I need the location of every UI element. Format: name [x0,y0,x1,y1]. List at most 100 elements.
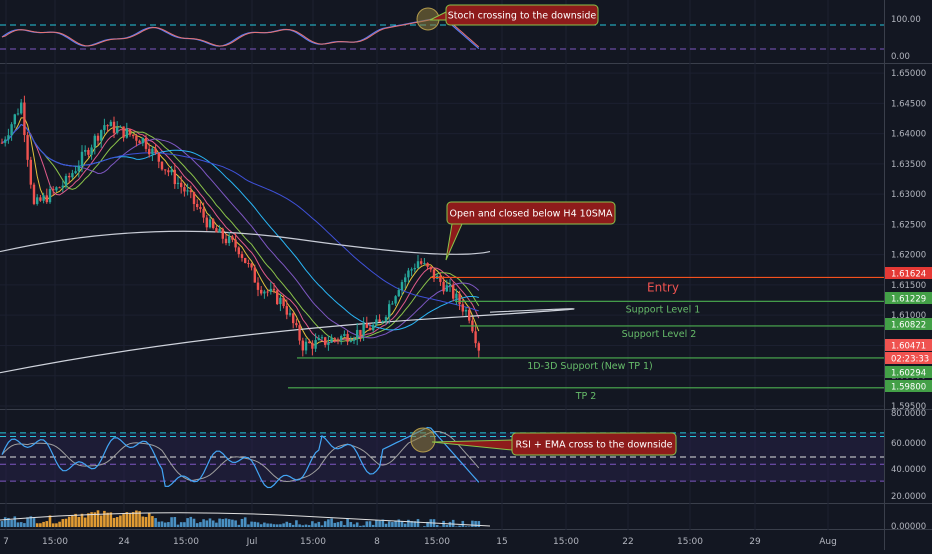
volume-bar [375,520,378,527]
candle-body [446,285,448,291]
volume-bar [17,522,20,527]
candle-body [404,277,406,282]
price-tick-label: 1.64000 [891,130,926,140]
candle-body [369,328,371,330]
level-label-3: 1D-3D Support (New TP 1) [527,361,653,372]
volume-bar [324,521,327,527]
candle-body [244,258,246,263]
candle-body [215,228,217,232]
volume-bar [369,521,372,527]
volume-bar [314,523,317,527]
candle-body [52,189,54,190]
candle-body [196,204,198,207]
level-label-4: TP 2 [575,391,597,402]
candle-body [286,306,288,315]
volume-bar [218,519,221,527]
candle-body [103,125,105,130]
candle-body [212,219,214,228]
candle-body [295,323,297,325]
candle-body [302,341,304,351]
stoch-tick-label: 100.00 [891,15,921,25]
candle-body [254,267,256,282]
candle-body [167,170,169,172]
volume-bar [199,522,202,527]
time-tick-label: 29 [749,537,761,547]
time-tick-label: 15:00 [424,537,450,547]
volume-bar [228,519,231,527]
candle-body [193,192,195,204]
volume-bar [449,522,452,527]
candle-body [17,113,19,114]
candle-body [356,330,358,339]
volume-bar [318,522,321,527]
volume-bar [174,517,177,527]
time-tick-label: 15:00 [42,537,68,547]
volume-bar [116,517,119,527]
volume-bar [113,518,116,527]
volume-bar [58,522,61,527]
candle-body [385,317,387,321]
candle-body [170,170,172,172]
candle-body [164,169,166,170]
volume-bar [270,524,273,527]
volume-bar [206,520,209,527]
candle-body [113,122,115,133]
candle-body [183,187,185,191]
volume-bar [308,525,311,527]
volume-bar [452,520,455,527]
time-tick-label: 24 [118,537,130,547]
time-tick-label: 15:00 [553,537,579,547]
candle-body [206,218,208,228]
price-tick-label: 1.64500 [891,99,926,109]
volume-bar [298,524,301,527]
candle-body [398,290,400,296]
candle-body [231,236,233,239]
candle-body [7,135,9,139]
candle-body [468,310,470,321]
candle-body [90,147,92,154]
candle-body [423,263,425,264]
volume-bar [372,525,375,527]
price-badge-label: 1.61624 [891,270,926,280]
volume-bar [84,518,87,527]
volume-bar [145,517,148,527]
candle-body [292,313,294,323]
volume-bar [327,519,330,527]
candle-body [458,294,460,305]
candle-body [420,261,422,264]
volume-bar [238,525,241,527]
volume-bar [273,524,276,527]
candle-body [87,150,89,155]
candle-body [462,304,464,311]
price-tick-label: 1.63500 [891,160,926,170]
candle-body [391,304,393,305]
candle-body [58,187,60,188]
volume-bar [151,516,154,527]
candle-body [1,143,3,144]
volume-bar [81,514,84,527]
candle-body [478,343,480,350]
candle-body [340,336,342,340]
volume-tick-label: 0.00000 [891,522,926,532]
candle-body [346,334,348,342]
candle-body [23,103,25,136]
candle-body [414,268,416,269]
candle-body [366,323,368,328]
candle-body [100,130,102,141]
volume-bar [193,519,196,527]
candle-body [138,141,140,144]
volume-bar [247,524,250,527]
volume-bar [321,525,324,527]
candle-body [298,325,300,340]
volume-bar [126,512,129,527]
time-tick-label: 22 [622,537,633,547]
volume-bar [260,524,263,527]
volume-bar [340,521,343,527]
candle-body [279,298,281,304]
volume-bar [186,518,189,527]
candle-body [26,135,28,160]
price-badge-label: 1.60294 [891,369,926,379]
volume-bar [110,512,113,527]
volume-bar [170,517,173,527]
